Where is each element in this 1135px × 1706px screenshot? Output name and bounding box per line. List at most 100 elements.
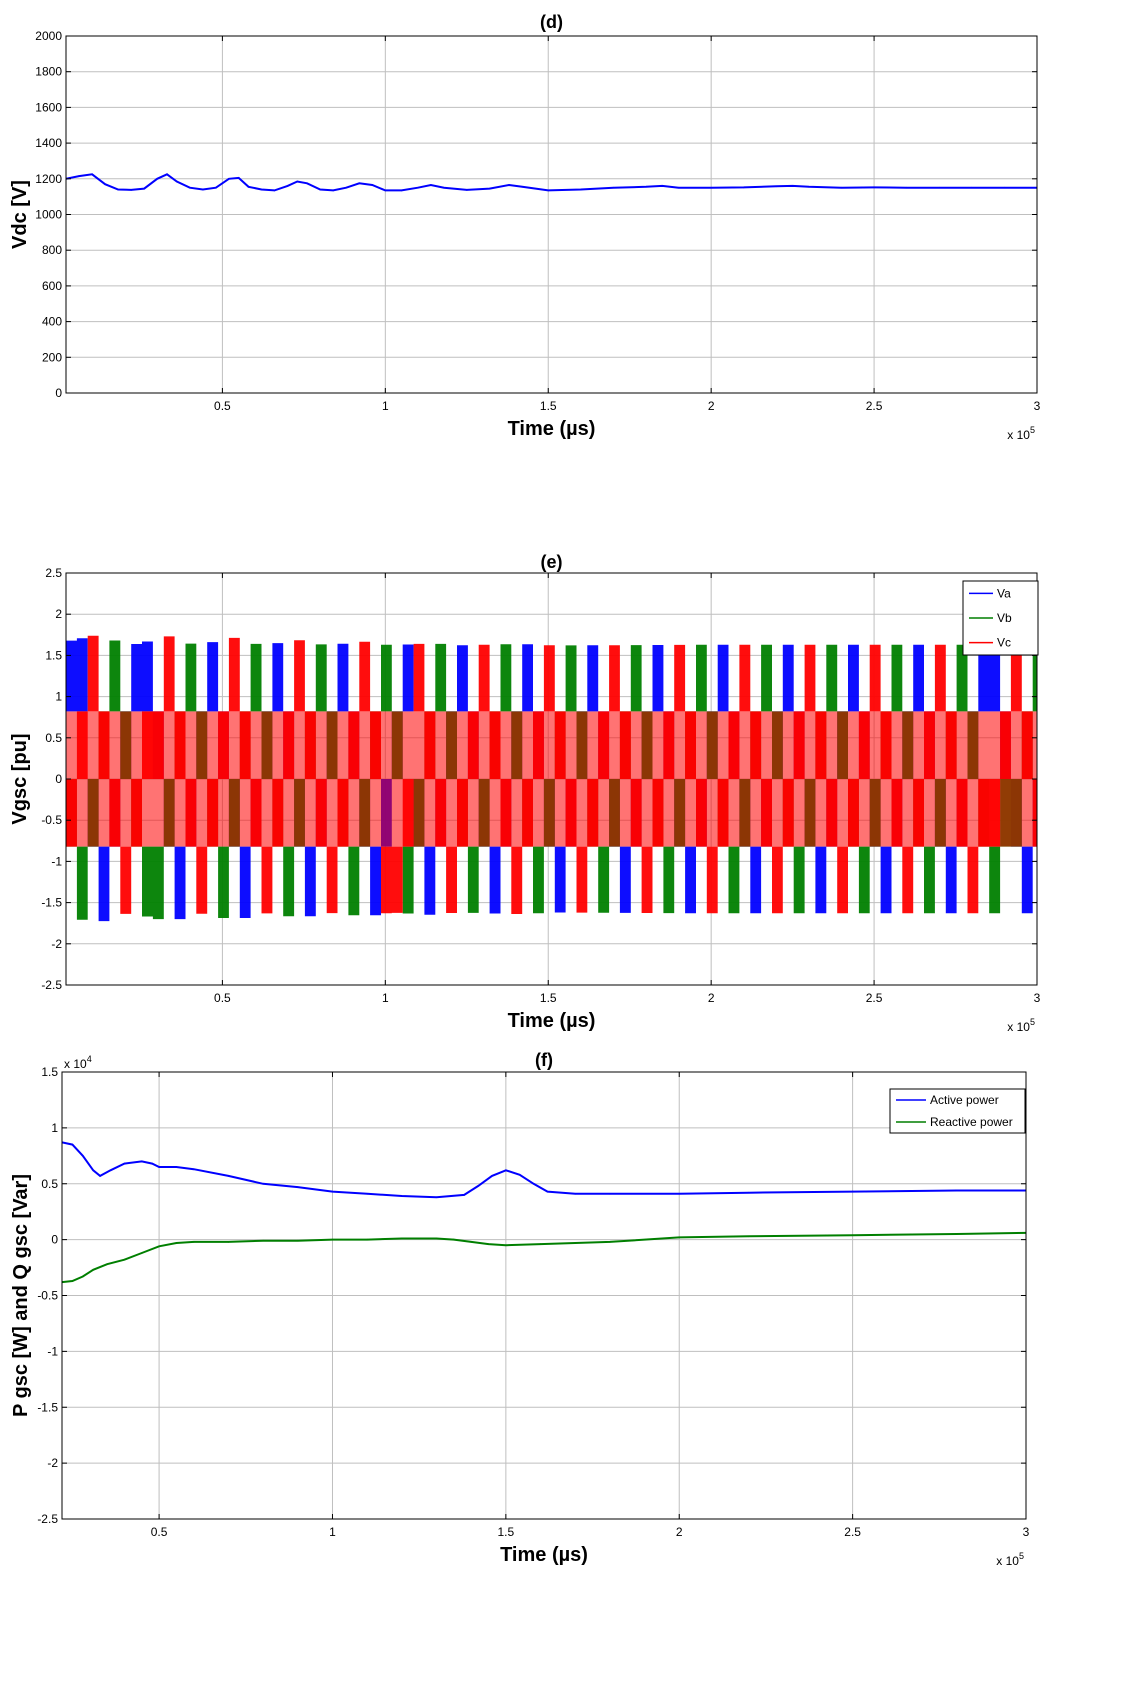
data-point [274,190,276,192]
panel-title: (d) [540,12,563,32]
y-tick-label: 1 [51,1121,58,1135]
x-tick-label: 2.5 [866,399,883,413]
panel-2: 0.5 1 1.5 2 2.5 3-2.5-2-1.5-1-0.500.511.5(f)T… [10,1050,1030,1568]
y-tick-label: 200 [42,350,62,364]
x-multiplier-exponent: 5 [1019,1551,1024,1561]
panel-1: 0.5 1 1.5 2 2.5 3 -2.5 -2 -1.5 -1 -0.5 0 0.5 1 1.5 2 2.5… [9,552,1041,1034]
x-tick-label: 2 [676,1525,683,1539]
y-tick-label: 0 [51,1233,58,1247]
data-point [1004,187,1006,189]
y-tick-label: 0.5 [41,1177,58,1191]
data-point [92,1269,94,1271]
y-tick-label: -2 [51,937,62,951]
data-point [151,1163,153,1165]
y-tick-label: 0 [55,772,62,786]
data-point [202,189,204,191]
y-axis-title: Vgsc [pu] [9,733,31,824]
y-tick-label: 1 [55,690,62,704]
data-point [748,1192,750,1194]
legend-label: Vb [997,611,1012,625]
data-point [678,1237,680,1239]
data-point [189,187,191,189]
data-point [72,1280,74,1282]
x-axis-title: Time (µs) [508,1010,596,1032]
data-point [78,175,80,177]
data-point [489,188,491,190]
x-tick-label: 2.5 [844,1525,861,1539]
x-tick-label: 1.5 [540,991,557,1005]
data-point [547,1191,549,1193]
panel-0: 0.5 1 1.5 2 2.5 3 0 200 400 600 800 1000 1200 1400 160… [9,12,1041,442]
y-tick-label: 0 [55,386,62,400]
data-point [533,1183,535,1185]
data-point [609,1241,611,1243]
data-point [176,1242,178,1244]
y-tick-label: -0.5 [41,813,62,827]
data-point [519,1174,521,1176]
legend-label: Reactive power [930,1115,1013,1129]
data-point [117,189,119,191]
data-point [359,183,361,185]
x-multiplier-exponent: 5 [1030,1017,1035,1027]
x-tick-label: 1.5 [498,1525,515,1539]
legend: Active powerReactive power [890,1089,1025,1133]
x-multiplier-base: x 10 [1007,428,1030,442]
data-point [547,190,549,192]
data-point [971,187,973,189]
data-point [91,174,93,176]
data-point [748,1236,750,1238]
data-point [613,187,615,189]
panel-title: (e) [541,552,563,572]
data-point [158,1166,160,1168]
x-axis-title: Time (µs) [508,418,596,440]
data-point [193,1168,195,1170]
data-point [906,187,908,189]
data-point [143,188,145,190]
data-point [873,187,875,189]
legend-label: Vc [997,636,1011,650]
data-point [366,1193,368,1195]
data-point [104,183,106,185]
data-point [228,1241,230,1243]
x-tick-label: 3 [1034,991,1041,1005]
data-point [436,1238,438,1240]
x-tick-label: 1.5 [540,399,557,413]
data-point [332,1191,334,1193]
data-point [470,1241,472,1243]
x-multiplier-exponent: 5 [1030,425,1035,435]
data-point [463,1194,465,1196]
data-point [401,1238,403,1240]
data-point [443,187,445,189]
data-point [645,186,647,188]
data-point [662,185,664,187]
data-point [477,1185,479,1187]
data-point [521,186,523,188]
data-point [99,1175,101,1177]
data-point [261,189,263,191]
data-point [319,189,321,191]
data-point [580,189,582,191]
data-point [92,1170,94,1172]
legend: Va Vb Vc [963,581,1038,655]
x-multiplier-base: x 10 [996,1554,1019,1568]
data-point [141,1252,143,1254]
data-point [401,1195,403,1197]
y-tick-label: 1200 [35,172,62,186]
data-point [372,184,374,186]
x-axis-multiplier: x 105 [1007,425,1035,442]
y-tick-label: -1 [47,1344,58,1358]
data-point [956,1233,958,1235]
x-tick-label: 2 [708,991,715,1005]
x-axis-multiplier: x 105 [996,1551,1024,1568]
data-point [166,174,168,176]
y-tick-label: -1.5 [41,896,62,910]
y-tick-label: 1000 [35,208,62,222]
data-point [417,187,419,189]
x-tick-label: 0.5 [214,991,231,1005]
x-tick-label: 0.5 [151,1525,168,1539]
x-tick-label: 3 [1034,399,1041,413]
x-tick-label: 1 [382,399,389,413]
data-point [238,177,240,179]
y-tick-label: 800 [42,243,62,257]
y-tick-label: 1800 [35,65,62,79]
